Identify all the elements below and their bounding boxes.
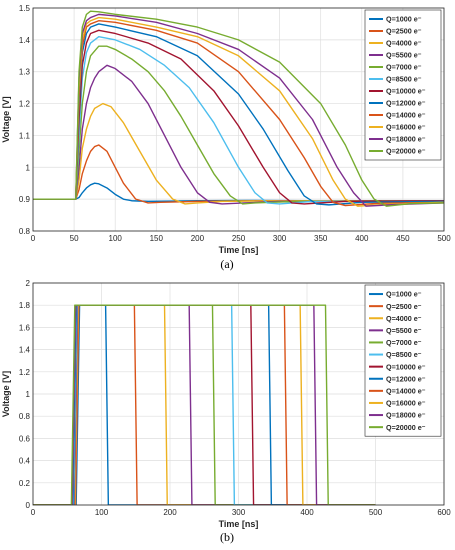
y-tick-label: 1.4 xyxy=(19,346,31,355)
series-group xyxy=(33,10,444,207)
y-axis-label: Voltage [V] xyxy=(1,96,11,142)
x-tick-label: 400 xyxy=(300,508,314,517)
legend-entry-2: Q=2500 e⁻ xyxy=(386,302,422,311)
y-tick-label: 1 xyxy=(26,163,31,172)
x-tick-label: 250 xyxy=(232,234,246,243)
y-tick-label: 1.3 xyxy=(19,68,31,77)
y-axis-label: Voltage [V] xyxy=(1,371,11,417)
y-tick-label: 0.8 xyxy=(19,227,31,236)
legend-entry-10: Q=16000 e⁻ xyxy=(386,399,426,408)
chart-b: 0 100 200 300 400 500 600 0 0.2 0.4 0.6 0.8 1 1.2 1.4 1… xyxy=(1,279,451,529)
chart-a: 0 50 100 150 200 250 300 350 400 450 500 0.8 0.9 1 1.1… xyxy=(1,4,451,255)
series-line-12 xyxy=(33,304,376,505)
x-tick-label: 0 xyxy=(31,508,36,517)
panel-label-a: (a) xyxy=(220,257,234,271)
x-tick-label: 600 xyxy=(437,508,451,517)
y-tick-label: 0.4 xyxy=(19,457,31,466)
series-line-12 xyxy=(33,10,444,207)
legend-entry-5: Q=7000 e⁻ xyxy=(386,338,422,347)
legend-entry-5: Q=7000 e⁻ xyxy=(386,63,422,72)
x-tick-label: 50 xyxy=(70,234,79,243)
series-line-5 xyxy=(33,45,444,205)
legend-entry-9: Q=14000 e⁻ xyxy=(386,386,426,395)
legend-entry-1: Q=1000 e⁻ xyxy=(386,290,422,299)
y-tick-label: 1.5 xyxy=(19,4,31,13)
x-tick-label: 450 xyxy=(396,234,410,243)
x-axis-label: Time [ns] xyxy=(219,245,259,255)
series-line-6 xyxy=(33,35,444,205)
x-tick-label: 400 xyxy=(355,234,369,243)
x-tick-label: 200 xyxy=(191,234,205,243)
y-tick-label: 1.8 xyxy=(19,301,31,310)
legend-entry-8: Q=12000 e⁻ xyxy=(386,374,426,383)
legend-entry-4: Q=5500 e⁻ xyxy=(386,326,422,335)
y-tick-label: 1.2 xyxy=(19,368,31,377)
y-tick-label: 0.6 xyxy=(19,434,31,443)
legend-entry-3: Q=4000 e⁻ xyxy=(386,314,422,323)
legend-entry-11: Q=18000 e⁻ xyxy=(386,135,426,144)
y-tick-label: 1.4 xyxy=(19,36,31,45)
x-tick-label: 200 xyxy=(163,508,177,517)
y-tick-label: 0.2 xyxy=(19,479,31,488)
x-tick-label: 350 xyxy=(314,234,328,243)
legend-box xyxy=(364,284,442,437)
x-tick-label: 300 xyxy=(273,234,287,243)
legend-entry-6: Q=8500 e⁻ xyxy=(386,75,422,84)
legend-entry-12: Q=20000 e⁻ xyxy=(386,423,426,432)
y-tick-label: 1.6 xyxy=(19,323,31,332)
legend-entry-4: Q=5500 e⁻ xyxy=(386,51,422,60)
legend-entry-8: Q=12000 e⁻ xyxy=(386,99,426,108)
legend-entry-12: Q=20000 e⁻ xyxy=(386,147,426,156)
y-tick-label: 0.9 xyxy=(19,195,31,204)
x-tick-label: 300 xyxy=(232,508,246,517)
y-tick-label: 0.8 xyxy=(19,412,31,421)
x-axis-label: Time [ns] xyxy=(219,519,259,529)
x-tick-label: 500 xyxy=(369,508,383,517)
series-line-3 xyxy=(33,102,444,205)
x-tick-label: 500 xyxy=(437,234,451,243)
legend-entry-9: Q=14000 e⁻ xyxy=(386,111,426,120)
y-tick-label: 0 xyxy=(26,501,31,510)
x-tick-label: 150 xyxy=(150,234,164,243)
x-tick-label: 100 xyxy=(109,234,123,243)
legend-entry-2: Q=2500 e⁻ xyxy=(386,27,422,36)
legend-entry-7: Q=10000 e⁻ xyxy=(386,362,426,371)
series-group xyxy=(33,304,376,505)
x-tick-label: 0 xyxy=(31,234,36,243)
legend-entry-11: Q=18000 e⁻ xyxy=(386,411,426,420)
legend-entry-7: Q=10000 e⁻ xyxy=(386,87,426,96)
legend-entry-10: Q=16000 e⁻ xyxy=(386,123,426,132)
axes-frame xyxy=(32,7,445,232)
series-line-4 xyxy=(33,64,444,205)
y-tick-label: 1.2 xyxy=(19,100,31,109)
legend-box xyxy=(364,9,442,161)
legend-entry-3: Q=4000 e⁻ xyxy=(386,39,422,48)
legend-entry-1: Q=1000 e⁻ xyxy=(386,15,422,24)
panel-label-b: (b) xyxy=(220,530,234,544)
y-tick-label: 2 xyxy=(26,279,31,288)
y-tick-label: 1 xyxy=(26,390,31,399)
axes-frame xyxy=(32,282,445,506)
series-line-7 xyxy=(33,29,444,205)
y-tick-label: 1.1 xyxy=(19,131,31,140)
legend-entry-6: Q=8500 e⁻ xyxy=(386,350,422,359)
x-tick-label: 100 xyxy=(95,508,109,517)
